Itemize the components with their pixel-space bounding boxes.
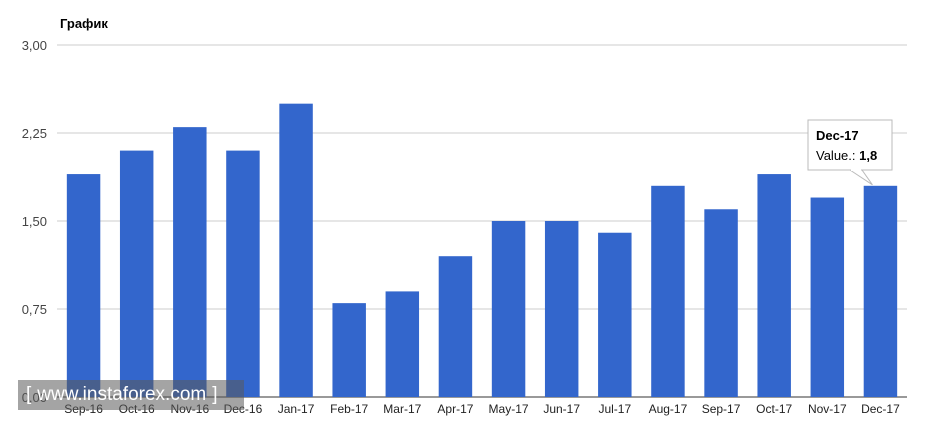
bar[interactable]: [385, 291, 420, 397]
tooltip-box: [807, 119, 893, 171]
tooltip-pointer: [848, 169, 873, 186]
y-tick-label: 1,50: [22, 214, 47, 229]
watermark-text: www.instaforex.com: [37, 384, 207, 405]
bar[interactable]: [598, 232, 632, 397]
bar[interactable]: [332, 303, 366, 397]
bar[interactable]: [810, 197, 845, 397]
x-tick-label: Nov-17: [808, 402, 847, 416]
y-tick-label: 0,75: [22, 302, 47, 317]
tooltip-value: 1,8: [859, 148, 877, 163]
watermark-bracket-close: ]: [212, 384, 218, 405]
watermark-text-wrap: www.instaforex.com: [37, 384, 206, 406]
x-tick-label: Aug-17: [649, 402, 688, 416]
chart-title: График: [60, 16, 108, 31]
watermark: [www.instaforex.com]: [18, 380, 244, 410]
x-tick-label: Apr-17: [437, 402, 473, 416]
x-tick-label: May-17: [489, 402, 529, 416]
bar[interactable]: [863, 185, 898, 397]
bars: [66, 103, 898, 398]
bar[interactable]: [438, 256, 473, 397]
bar[interactable]: [704, 209, 738, 397]
y-tick-label: 3,00: [22, 38, 47, 53]
bar[interactable]: [491, 221, 526, 397]
tooltip: Dec-17 Value.: 1,8: [807, 119, 893, 186]
bar[interactable]: [226, 150, 260, 397]
bar[interactable]: [66, 174, 101, 397]
x-tick-label: Sep-17: [702, 402, 741, 416]
watermark-bracket-open: [: [26, 384, 32, 405]
x-tick-label: Oct-17: [756, 402, 792, 416]
y-axis-ticks: 0,000,751,502,253,00: [22, 38, 47, 405]
tooltip-value-line: Value.: 1,8: [816, 148, 877, 163]
y-tick-label: 2,25: [22, 126, 47, 141]
bar[interactable]: [757, 174, 791, 397]
bar[interactable]: [119, 150, 154, 397]
x-tick-label: Jun-17: [543, 402, 580, 416]
bar[interactable]: [279, 103, 313, 398]
x-tick-label: Jan-17: [278, 402, 315, 416]
x-tick-label: Feb-17: [330, 402, 368, 416]
tooltip-category: Dec-17: [816, 128, 859, 143]
x-tick-label: Dec-17: [861, 402, 900, 416]
x-tick-label: Mar-17: [383, 402, 421, 416]
bar[interactable]: [544, 221, 579, 397]
x-tick-label: Jul-17: [598, 402, 631, 416]
bar[interactable]: [651, 185, 685, 397]
bar[interactable]: [173, 127, 207, 397]
tooltip-label: Value.:: [816, 148, 856, 163]
x-axis-ticks: Sep-16Oct-16Nov-16Dec-16Jan-17Feb-17Mar-…: [64, 402, 900, 416]
